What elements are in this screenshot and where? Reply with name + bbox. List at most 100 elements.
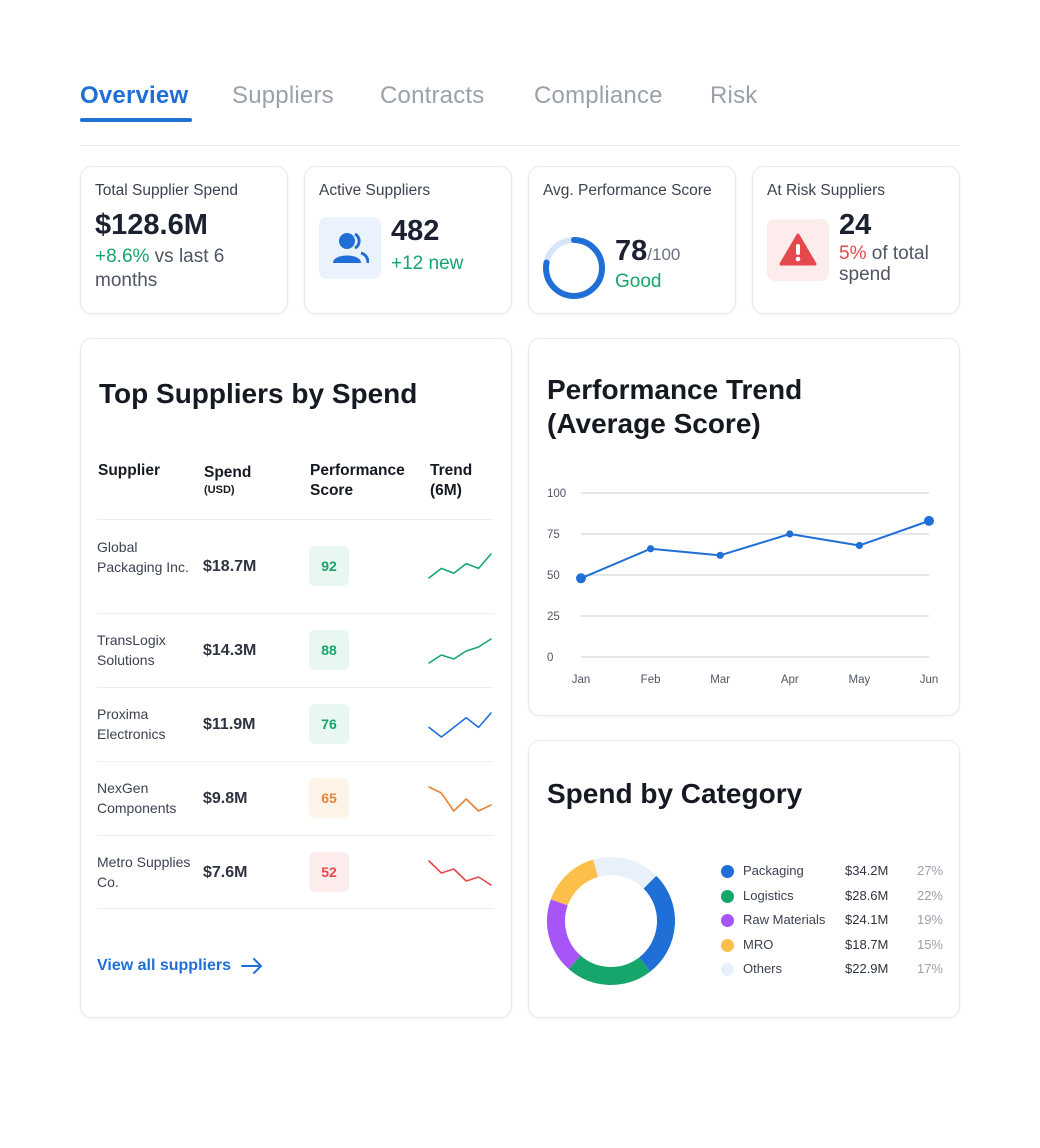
- y-tick-label: 25: [547, 611, 560, 623]
- x-tick-label: Apr: [781, 674, 799, 686]
- kpi-risk-share: 5% of total spend: [839, 243, 953, 285]
- sparkline-path: [428, 638, 492, 664]
- legend-item: MRO $18.7M 15%: [721, 935, 947, 960]
- legend-label: Others: [743, 961, 783, 977]
- view-all-suppliers-link[interactable]: View all suppliers: [97, 957, 263, 975]
- tab-contracts[interactable]: Contracts: [380, 82, 485, 109]
- donut-slice-packaging: [638, 875, 675, 972]
- score-badge: 92: [309, 546, 349, 586]
- legend-value: $28.6M: [845, 887, 889, 903]
- supplier-name: Global Packaging Inc.: [97, 539, 189, 575]
- score-badge: 88: [309, 630, 349, 670]
- kpi-label: Active Suppliers: [319, 182, 431, 199]
- performance-line-chart: 0 25 50 75 100 Jan Feb Mar Apr May Jun: [547, 488, 939, 686]
- tab-bar: Overview Suppliers Contracts Compliance …: [80, 78, 960, 146]
- header-spend-label: Spend: [204, 464, 252, 481]
- legend-value: $18.7M: [845, 936, 889, 952]
- series-line: [580, 519, 930, 580]
- legend-percent: 22%: [916, 887, 943, 903]
- trend-sparkline: [428, 712, 492, 738]
- legend-swatch: [721, 889, 734, 903]
- tab-risk[interactable]: Risk: [710, 82, 758, 109]
- legend-item: Packaging $34.2M 27%: [721, 861, 947, 886]
- kpi-label: Avg. Performance Score: [543, 182, 712, 199]
- kpi-label: Total Supplier Spend: [95, 182, 239, 199]
- y-tick-label: 0: [547, 652, 553, 664]
- kpi-change: +12 new: [391, 253, 464, 274]
- sparkline-path: [428, 712, 492, 738]
- supplier-name: NexGen Components: [97, 780, 177, 816]
- trend-sparkline: [428, 553, 492, 579]
- header-spend-unit: (USD): [204, 484, 235, 496]
- donut-slice-others: [593, 857, 657, 889]
- header-score: Performance Score: [310, 462, 405, 499]
- kpi-max: /100: [647, 245, 681, 264]
- tab-overview[interactable]: Overview: [80, 82, 189, 109]
- donut-slice-mro: [550, 859, 599, 906]
- sparkline-path: [428, 786, 492, 812]
- tab-compliance[interactable]: Compliance: [534, 82, 663, 109]
- warning-icon: [767, 219, 829, 281]
- x-tick-label: Jan: [572, 674, 591, 686]
- section-title: Spend by Category: [547, 778, 803, 809]
- x-tick-label: Jun: [920, 674, 939, 686]
- legend-label: Raw Materials: [743, 912, 826, 928]
- arrow-right-icon: [240, 958, 262, 974]
- y-tick-label: 75: [547, 529, 560, 541]
- header-trend: Trend (6M): [430, 462, 473, 499]
- kpi-value: 24: [839, 209, 872, 241]
- kpi-change-value: +8.6%: [95, 246, 150, 267]
- kpi-status: Good: [615, 271, 662, 292]
- kpi-risk-pct: 5%: [839, 243, 867, 264]
- supplier-name: Metro Supplies Co.: [97, 854, 191, 890]
- view-all-label: View all suppliers: [97, 957, 231, 974]
- section-title: Performance Trend (Average Score): [547, 374, 803, 439]
- kpi-change: +8.6% vs last 6 months: [95, 245, 275, 293]
- supplier-spend: $14.3M: [203, 642, 257, 659]
- kpi-value-wrap: 78/100: [615, 235, 680, 268]
- legend-swatch: [721, 914, 734, 928]
- kpi-label: At Risk Suppliers: [767, 182, 886, 199]
- y-tick-label: 50: [547, 570, 560, 582]
- kpi-card-avg-performance: Avg. Performance Score 78/100 Good: [528, 166, 736, 314]
- legend-value: $34.2M: [845, 863, 889, 878]
- supplier-spend: $9.8M: [203, 790, 248, 807]
- legend-value: $24.1M: [845, 912, 889, 928]
- category-legend: Packaging $34.2M 27% Logistics $28.6M 22% Raw …: [721, 861, 947, 984]
- table-row[interactable]: TransLogix Solutions $14.3M 88: [97, 613, 493, 687]
- score-badge: 52: [309, 852, 349, 892]
- legend-item: Raw Materials $24.1M 19%: [721, 910, 947, 935]
- donut-slice-raw-materials: [547, 899, 581, 970]
- legend-label: MRO: [743, 936, 774, 952]
- top-suppliers-card: Top Suppliers by Spend Supplier Spend (U…: [80, 338, 512, 1018]
- users-icon: [319, 217, 381, 279]
- legend-percent: 19%: [916, 912, 943, 928]
- data-point: [647, 545, 655, 553]
- score-badge: 76: [309, 704, 349, 744]
- kpi-risk-suffix: of total spend: [839, 243, 929, 285]
- legend-label: Packaging: [743, 863, 804, 878]
- kpi-card-total-spend: Total Supplier Spend $128.6M +8.6% vs la…: [80, 166, 288, 314]
- table-row[interactable]: Proxima Electronics $11.9M 76: [97, 687, 493, 761]
- kpi-card-active-suppliers: Active Suppliers 482 +12 new: [304, 166, 512, 314]
- table-row[interactable]: Metro Supplies Co. $7.6M 52: [97, 835, 493, 909]
- section-title: Top Suppliers by Spend: [99, 378, 418, 409]
- legend-swatch: [721, 865, 734, 878]
- supplier-spend: $7.6M: [203, 864, 248, 881]
- table-row[interactable]: Global Packaging Inc. $18.7M 92: [97, 519, 493, 613]
- data-point: [924, 515, 934, 526]
- score-badge: 65: [309, 778, 349, 818]
- header-spend: Spend (USD): [204, 463, 251, 497]
- legend-item: Others $22.9M 17%: [721, 959, 947, 984]
- table-row[interactable]: NexGen Components $9.8M 65: [97, 761, 493, 835]
- tab-suppliers[interactable]: Suppliers: [232, 82, 334, 109]
- legend-label: Logistics: [743, 887, 794, 903]
- data-point: [855, 541, 863, 550]
- kpi-card-at-risk: At Risk Suppliers 24 5% of total spend: [752, 166, 960, 314]
- legend-swatch: [721, 963, 734, 977]
- sparkline-path: [428, 553, 492, 579]
- x-tick-label: Feb: [641, 674, 661, 686]
- kpi-value: 482: [391, 215, 440, 247]
- trend-sparkline: [428, 786, 492, 812]
- x-tick-label: Mar: [710, 674, 730, 686]
